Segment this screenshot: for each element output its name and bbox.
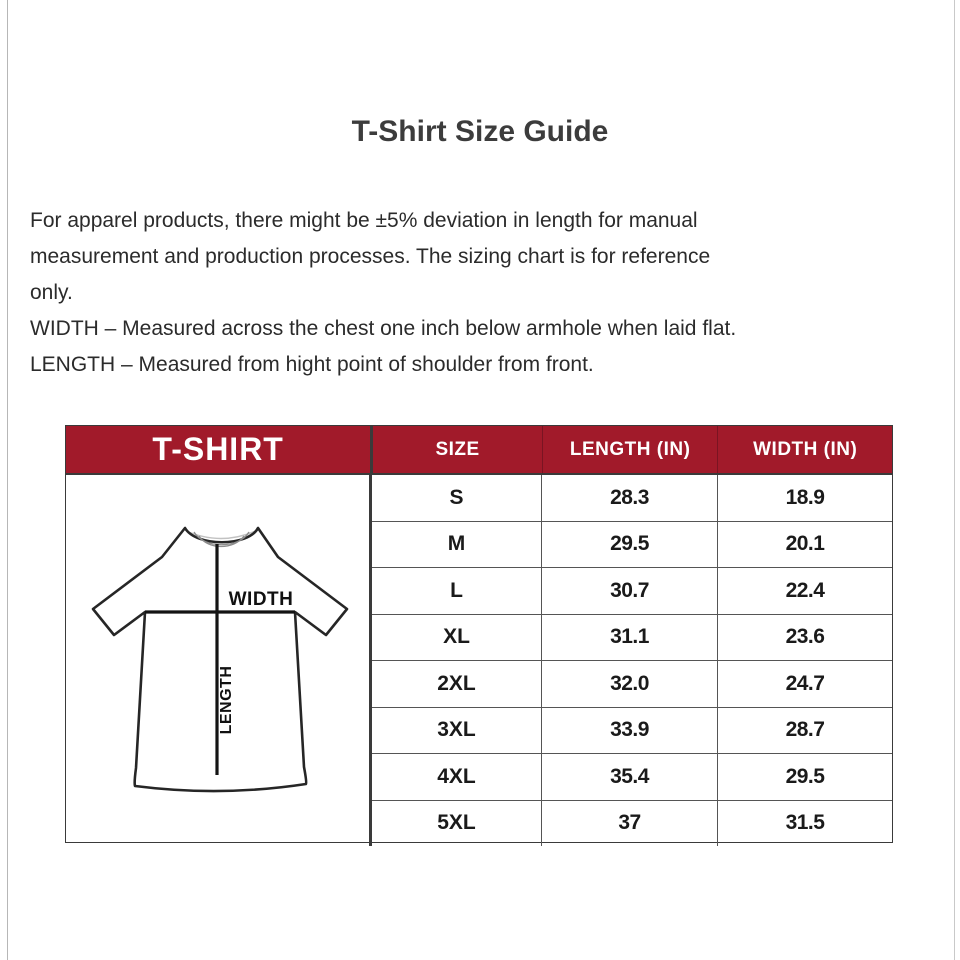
svg-text:WIDTH: WIDTH xyxy=(229,589,294,610)
svg-text:LENGTH: LENGTH xyxy=(218,666,235,735)
